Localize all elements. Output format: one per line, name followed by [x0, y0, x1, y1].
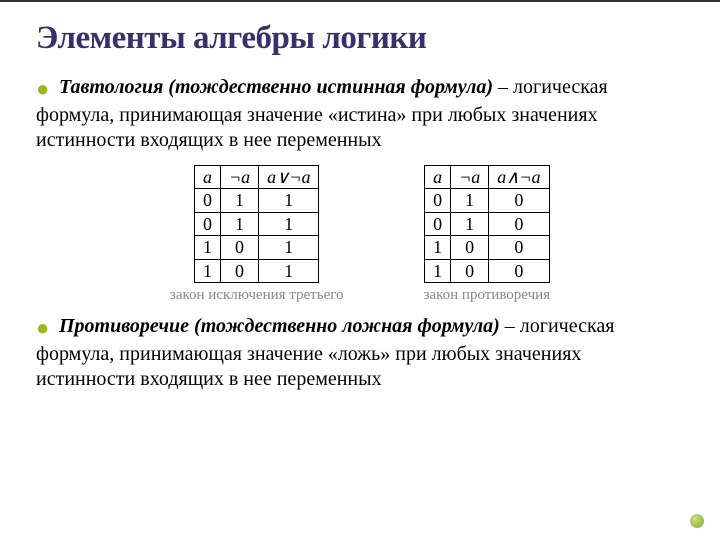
- table-row: 0 1 0: [425, 212, 549, 236]
- term-contradiction-sub: (тождественно ложная формула): [194, 315, 500, 337]
- th: a: [425, 165, 451, 189]
- term-tautology-sub: (тождественно истинная формула): [168, 76, 493, 98]
- paragraph-tautology: ● Тавтология (тождественно истинная форм…: [36, 75, 684, 153]
- table-right-block: a ¬a a∧¬a 0 1 0 0 1 0 1 0 0: [424, 165, 551, 305]
- th: ¬a: [220, 165, 258, 189]
- bullet-icon: ●: [36, 314, 54, 342]
- term-tautology: Тавтология: [59, 76, 163, 98]
- truth-table-left: a ¬a a∨¬a 0 1 1 0 1 1 1 0 1: [194, 165, 319, 284]
- bullet-icon: ●: [36, 75, 54, 103]
- table-row: 1 0 0: [425, 236, 549, 260]
- table-right-caption: закон противоречия: [424, 287, 551, 304]
- decorative-dot-icon: [690, 514, 704, 528]
- th: ¬a: [451, 165, 489, 189]
- page-title: Элементы алгебры логики: [36, 20, 684, 57]
- th: a∧¬a: [489, 165, 549, 189]
- term-contradiction: Противоречие: [59, 315, 189, 337]
- paragraph-contradiction: ● Противоречие (тождественно ложная форм…: [36, 314, 684, 392]
- table-left-block: a ¬a a∨¬a 0 1 1 0 1 1 1 0 1: [170, 165, 344, 305]
- table-row: 1 0 1: [194, 236, 318, 260]
- table-row: 1 0 1: [194, 259, 318, 283]
- table-row: 0 1 1: [194, 212, 318, 236]
- table-row: 0 1 1: [194, 189, 318, 213]
- table-row: 0 1 0: [425, 189, 549, 213]
- th: a∨¬a: [259, 165, 319, 189]
- th: a: [194, 165, 220, 189]
- truth-table-right: a ¬a a∧¬a 0 1 0 0 1 0 1 0 0: [424, 165, 549, 284]
- truth-tables-row: a ¬a a∨¬a 0 1 1 0 1 1 1 0 1: [36, 165, 684, 305]
- table-left-caption: закон исключения третьего: [170, 287, 344, 304]
- table-row: 1 0 0: [425, 259, 549, 283]
